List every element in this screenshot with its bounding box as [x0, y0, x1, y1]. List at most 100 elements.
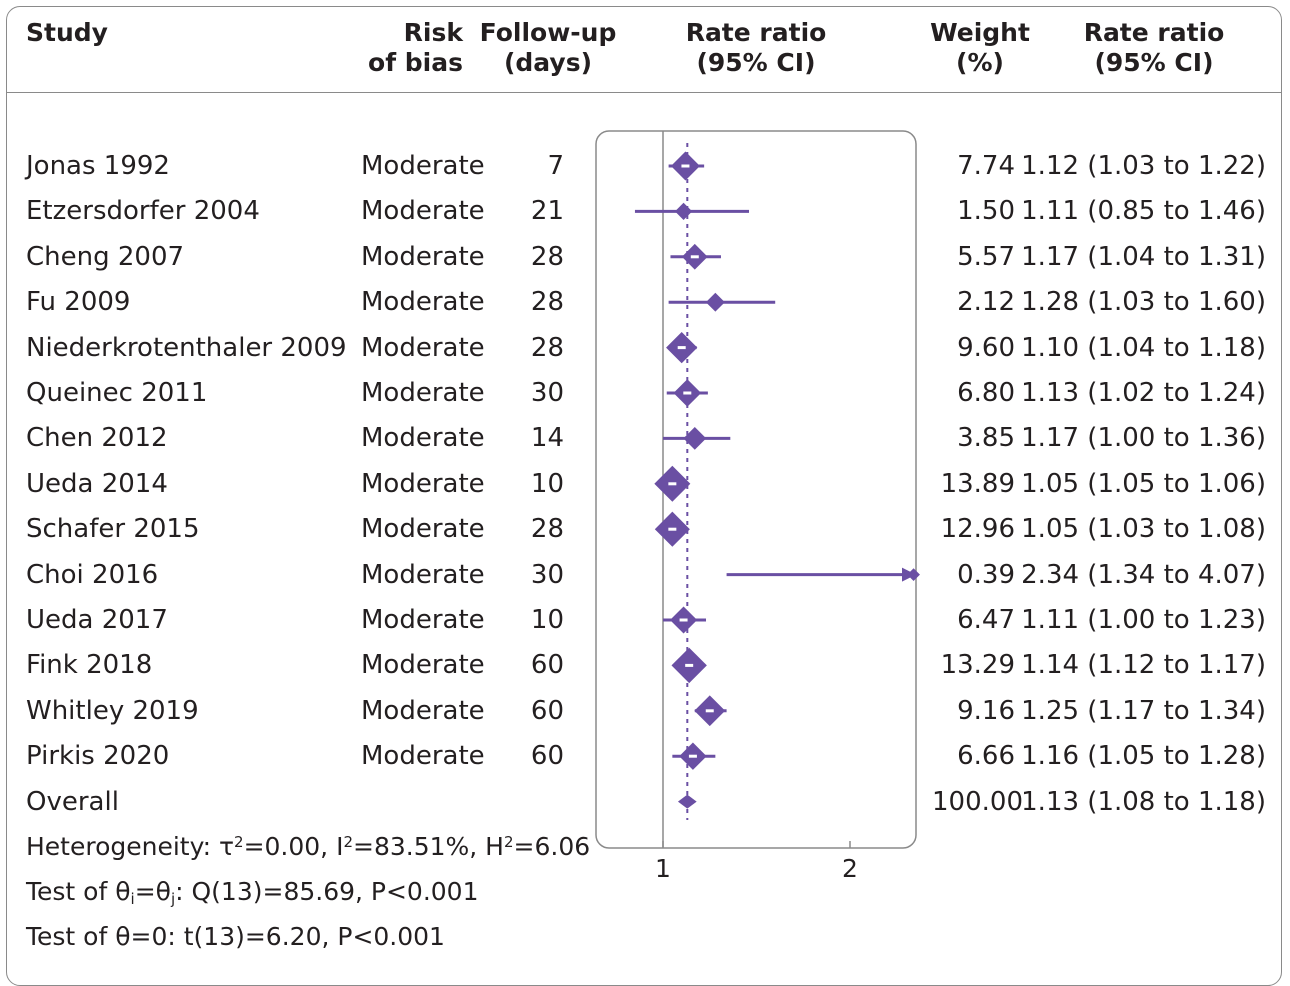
rate-ratio-ci: 1.05 (1.03 to 1.08) — [1021, 514, 1266, 545]
weight-percent: 3.85 — [957, 423, 1015, 454]
header-rr-plot-line2: (95% CI) — [696, 48, 816, 77]
rate-ratio-ci: 1.13 (1.02 to 1.24) — [1021, 378, 1266, 408]
follow-up-days: 28 — [530, 514, 564, 545]
weight-percent: 6.80 — [957, 378, 1015, 408]
overall-rate-ratio-ci: 1.13 (1.08 to 1.18) — [1021, 786, 1266, 817]
header-risk-of-bias: Risk of bias — [368, 18, 463, 78]
risk-of-bias: Moderate — [361, 695, 485, 726]
header-risk-line1: Risk — [403, 18, 463, 47]
study-name: Cheng 2007 — [26, 241, 185, 272]
risk-of-bias: Moderate — [361, 514, 485, 545]
header-study-text: Study — [26, 18, 108, 47]
rate-ratio-ci: 1.05 (1.05 to 1.06) — [1021, 468, 1266, 499]
test-theta-equal: Test of θi=θj: Q(13)=85.69, P<0.001 — [26, 877, 479, 908]
weight-percent: 12.96 — [940, 514, 1015, 545]
follow-up-days: 14 — [530, 423, 564, 454]
rate-ratio-ci: 1.28 (1.03 to 1.60) — [1021, 287, 1266, 318]
follow-up-days: 7 — [547, 151, 564, 181]
header-rr-text-line2: (95% CI) — [1094, 48, 1214, 77]
rate-ratio-ci: 1.25 (1.17 to 1.34) — [1021, 695, 1266, 726]
header-rr-text-line1: Rate ratio — [1083, 18, 1225, 47]
follow-up-days: 28 — [530, 332, 564, 363]
weight-percent: 7.74 — [957, 151, 1015, 181]
weight-percent: 13.29 — [940, 650, 1015, 681]
weight-percent: 0.39 — [957, 559, 1015, 590]
weight-percent: 6.47 — [957, 605, 1015, 635]
risk-of-bias: Moderate — [361, 605, 485, 635]
follow-up-days: 60 — [530, 695, 564, 726]
follow-up-days: 30 — [530, 559, 564, 590]
rate-ratio-ci: 1.10 (1.04 to 1.18) — [1021, 332, 1266, 363]
risk-of-bias: Moderate — [361, 241, 485, 272]
risk-of-bias: Moderate — [361, 423, 485, 454]
header-followup-line1: Follow-up — [479, 18, 617, 47]
header-rate-ratio-text: Rate ratio (95% CI) — [1084, 18, 1225, 78]
header-weight: Weight (%) — [930, 18, 1030, 78]
rate-ratio-ci: 1.17 (1.00 to 1.36) — [1021, 423, 1266, 454]
risk-of-bias: Moderate — [361, 378, 485, 408]
weight-percent: 6.66 — [957, 741, 1015, 772]
overall-diamond — [677, 794, 697, 809]
risk-of-bias: Moderate — [361, 650, 485, 681]
weight-percent: 13.89 — [940, 468, 1015, 499]
weight-percent: 9.60 — [957, 332, 1015, 363]
weight-percent: 5.57 — [957, 241, 1015, 272]
weight-percent: 1.50 — [957, 196, 1015, 227]
rate-ratio-ci: 1.11 (1.00 to 1.23) — [1021, 605, 1266, 635]
study-name: Niederkrotenthaler 2009 — [26, 332, 347, 363]
study-name: Etzersdorfer 2004 — [26, 196, 260, 227]
follow-up-days: 28 — [530, 241, 564, 272]
follow-up-days: 10 — [530, 468, 564, 499]
risk-of-bias: Moderate — [361, 741, 485, 772]
point-estimate-marker — [683, 427, 707, 450]
weight-percent: 2.12 — [957, 287, 1015, 318]
header-study: Study — [26, 18, 108, 48]
header-rate-ratio-plot: Rate ratio (95% CI) — [686, 18, 827, 78]
header-followup-line2: (days) — [503, 48, 593, 77]
follow-up-days: 21 — [530, 196, 564, 227]
risk-of-bias: Moderate — [361, 559, 485, 590]
header-follow-up: Follow-up (days) — [480, 18, 617, 78]
x-tick-label: 1 — [655, 854, 671, 883]
header-weight-line2: (%) — [956, 48, 1004, 77]
point-estimate-marker — [907, 568, 920, 581]
follow-up-days: 10 — [530, 605, 564, 635]
study-name: Whitley 2019 — [26, 695, 199, 726]
overall-weight: 100.00 — [932, 786, 1023, 817]
follow-up-days: 30 — [530, 378, 564, 408]
follow-up-days: 60 — [530, 741, 564, 772]
point-estimate-marker — [674, 202, 693, 221]
study-name: Pirkis 2020 — [26, 741, 170, 772]
heterogeneity-stats: Heterogeneity: τ2=0.00, I2=83.51%, H2=6.… — [26, 832, 591, 861]
header-rr-plot-line1: Rate ratio — [685, 18, 827, 47]
rate-ratio-ci: 1.16 (1.05 to 1.28) — [1021, 741, 1266, 772]
point-estimate-marker — [705, 292, 725, 312]
rate-ratio-ci: 1.12 (1.03 to 1.22) — [1021, 151, 1266, 181]
rate-ratio-ci: 1.17 (1.04 to 1.31) — [1021, 241, 1266, 272]
rate-ratio-ci: 2.34 (1.34 to 4.07) — [1021, 559, 1266, 590]
rate-ratio-ci: 1.14 (1.12 to 1.17) — [1021, 650, 1266, 681]
plot-area-frame — [595, 130, 917, 849]
study-name: Choi 2016 — [26, 559, 159, 590]
follow-up-days: 60 — [530, 650, 564, 681]
study-name: Queinec 2011 — [26, 378, 208, 408]
follow-up-days: 28 — [530, 287, 564, 318]
risk-of-bias: Moderate — [361, 151, 485, 181]
risk-of-bias: Moderate — [361, 332, 485, 363]
risk-of-bias: Moderate — [361, 196, 485, 227]
study-name: Chen 2012 — [26, 423, 168, 454]
study-name: Fink 2018 — [26, 650, 153, 681]
risk-of-bias: Moderate — [361, 468, 485, 499]
header-divider — [6, 92, 1282, 93]
header-risk-line2: of bias — [368, 48, 463, 77]
risk-of-bias: Moderate — [361, 287, 485, 318]
study-name: Ueda 2017 — [26, 605, 168, 635]
study-name: Ueda 2014 — [26, 468, 168, 499]
study-name: Jonas 1992 — [26, 151, 170, 181]
test-theta-zero: Test of θ=0: t(13)=6.20, P<0.001 — [26, 922, 445, 951]
study-name: Fu 2009 — [26, 287, 131, 318]
study-name: Schafer 2015 — [26, 514, 200, 545]
rate-ratio-ci: 1.11 (0.85 to 1.46) — [1021, 196, 1266, 227]
header-weight-line1: Weight — [930, 18, 1030, 47]
